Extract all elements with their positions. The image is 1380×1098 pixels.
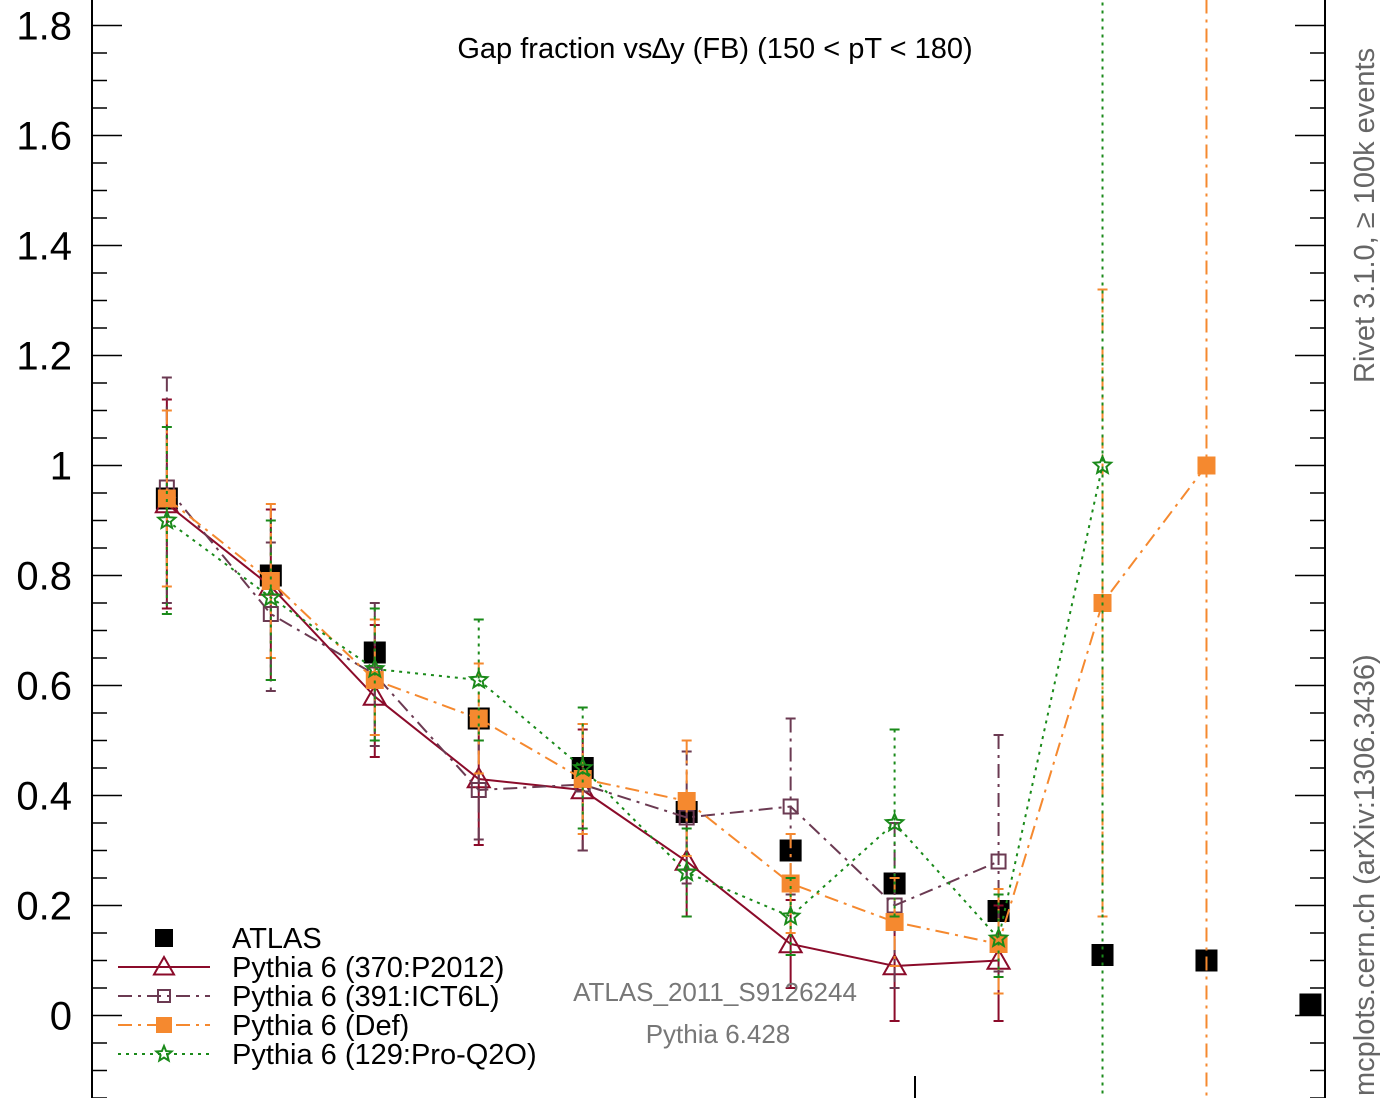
data-point bbox=[155, 508, 178, 530]
legend-item: Pythia 6 (370:P2012) bbox=[118, 952, 504, 984]
data-point bbox=[675, 860, 698, 882]
data-point bbox=[677, 792, 696, 810]
legend-label: Pythia 6 (Def) bbox=[232, 1010, 409, 1042]
legend-label: ATLAS bbox=[232, 923, 322, 955]
mcplots-source-label: mcplots.cern.ch (arXiv:1306.3436) bbox=[1349, 654, 1380, 1096]
data-point bbox=[779, 839, 802, 862]
data-point bbox=[571, 756, 594, 778]
legend-label: Pythia 6 (129:Pro-Q2O) bbox=[232, 1039, 537, 1071]
data-series bbox=[154, 0, 1322, 1098]
rivet-events-label: Rivet 3.1.0, ≥ 100k events bbox=[1349, 48, 1380, 383]
y-tick-label: 0.2 bbox=[16, 885, 72, 929]
data-point bbox=[883, 811, 906, 833]
data-point bbox=[157, 989, 171, 1003]
data-point bbox=[987, 926, 1010, 948]
y-tick-label: 1.4 bbox=[16, 225, 72, 269]
data-point bbox=[779, 904, 802, 926]
plot-frame bbox=[91, 0, 1326, 1098]
data-point bbox=[155, 929, 173, 947]
series-4 bbox=[155, 0, 1114, 1098]
plot-title: Gap fraction vs∆y (FB) (150 < pT < 180) bbox=[457, 33, 972, 65]
data-point bbox=[990, 853, 1007, 870]
analysis-id-label: ATLAS_2011_S9126244 bbox=[573, 977, 857, 1007]
y-tick-label: 1.6 bbox=[16, 115, 72, 159]
data-point bbox=[261, 572, 280, 590]
generator-label: Pythia 6.428 bbox=[646, 1019, 791, 1049]
y-tick-label: 0.6 bbox=[16, 665, 72, 709]
y-axis-ticks: 0 0.2 0.4 0.6 0.8 1 1.2 1.4 1.6 1.8 bbox=[16, 5, 1325, 1098]
data-point bbox=[470, 782, 487, 798]
series-0 bbox=[155, 487, 1322, 1016]
y-tick-label: 0.8 bbox=[16, 555, 72, 599]
y-tick-label: 1.2 bbox=[16, 335, 72, 379]
analysis-watermark: ATLAS_2011_S9126244 Pythia 6.428 bbox=[573, 977, 857, 1049]
legend-label: Pythia 6 (391:ICT6L) bbox=[232, 981, 500, 1013]
data-point bbox=[153, 1043, 175, 1063]
legend-item: Pythia 6 (129:Pro-Q2O) bbox=[118, 1039, 537, 1071]
data-point bbox=[363, 657, 386, 679]
data-point bbox=[1197, 456, 1216, 475]
data-point bbox=[152, 954, 176, 976]
y-tick-label: 1 bbox=[50, 445, 72, 489]
data-point bbox=[1299, 993, 1322, 1016]
y-tick-label: 1.8 bbox=[16, 5, 72, 49]
data-point bbox=[156, 1017, 172, 1033]
data-point bbox=[1091, 453, 1114, 475]
series-line bbox=[166, 465, 1104, 941]
data-point bbox=[782, 798, 799, 815]
legend-item: Pythia 6 (391:ICT6L) bbox=[118, 981, 500, 1013]
legend-item: Pythia 6 (Def) bbox=[118, 1010, 409, 1042]
data-point bbox=[157, 489, 176, 508]
series-2 bbox=[158, 376, 1007, 989]
data-point bbox=[466, 765, 492, 789]
data-point bbox=[467, 668, 490, 690]
legend-label: Pythia 6 (370:P2012) bbox=[232, 952, 504, 984]
y-tick-label: 0 bbox=[50, 995, 72, 1039]
data-point bbox=[259, 585, 282, 607]
legend-item: ATLAS bbox=[155, 923, 322, 955]
y-tick-label: 0.4 bbox=[16, 775, 72, 819]
